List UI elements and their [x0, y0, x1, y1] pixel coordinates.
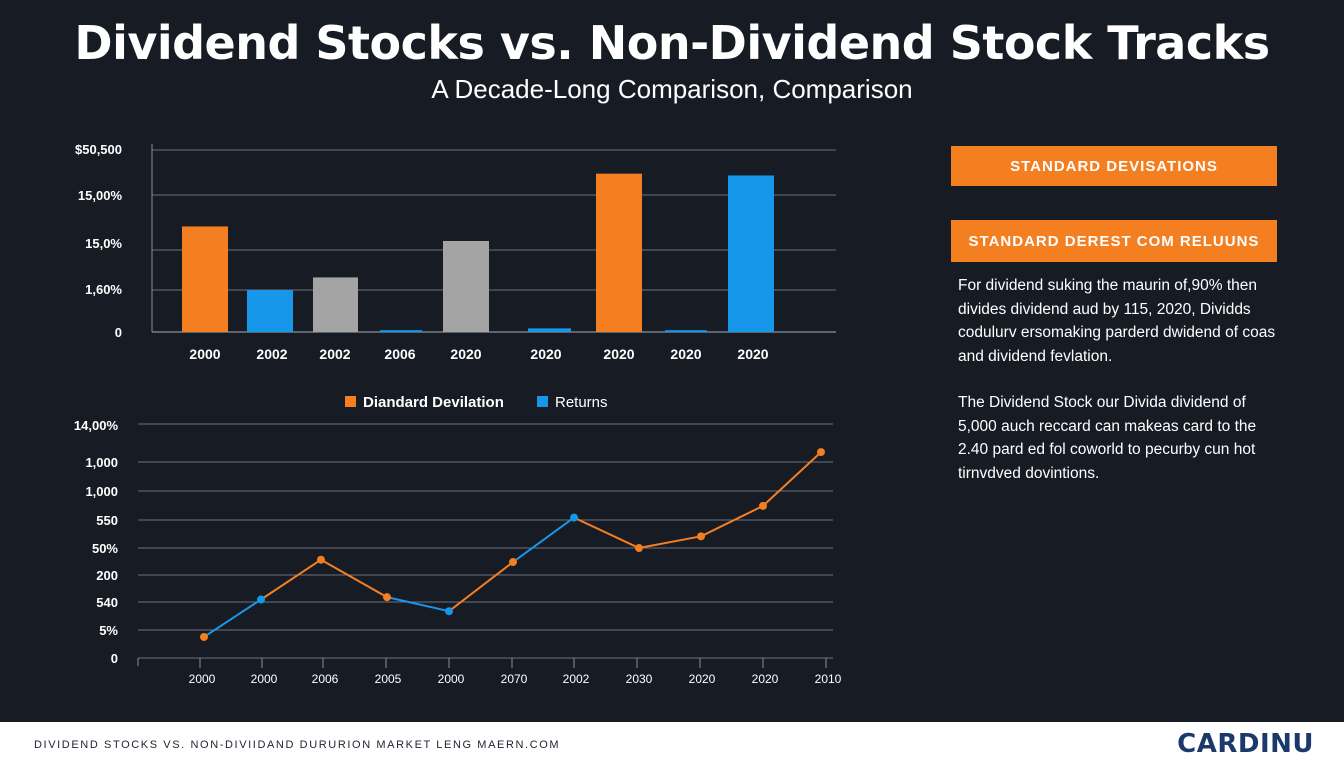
legend-label-2: Returns	[555, 394, 608, 411]
line-x-tick-label: 2000	[189, 672, 216, 686]
line-segment-6	[512, 516, 575, 563]
line-y-tick-label: 1,000	[85, 484, 118, 499]
line-y-tick-label: 1,000	[85, 455, 118, 470]
footer-bar: DIVIDEND STOCKS VS. NON-DIVIIDAND DURURI…	[0, 722, 1344, 768]
line-x-tick-label: 2070	[501, 672, 528, 686]
line-x-tick-label: 2002	[563, 672, 590, 686]
line-y-tick-label: 540	[96, 595, 118, 610]
line-y-tick-label: 200	[96, 568, 118, 583]
legend-swatch-1	[345, 396, 356, 407]
line-point-2	[257, 595, 265, 604]
line-x-tick-label: 2010	[815, 672, 842, 686]
line-y-tick-label: 14,00%	[74, 418, 119, 433]
line-point-4	[383, 593, 391, 602]
legend-swatch-2	[537, 396, 548, 407]
line-point-3	[317, 555, 325, 564]
bar-2	[247, 290, 293, 332]
line-x-tick-label: 2000	[438, 672, 465, 686]
bar-y-tick-label: $50,500	[75, 142, 122, 157]
line-segment-10	[762, 451, 822, 507]
line-point-6	[509, 558, 517, 567]
line-x-tick-label: 2030	[626, 672, 653, 686]
sidebar-paragraph-2: The Dividend Stock our Divida dividend o…	[958, 394, 1257, 482]
bar-7	[596, 173, 642, 332]
bar-x-tick-label: 2000	[189, 346, 220, 362]
bar-y-tick-label: 15,0%	[85, 236, 122, 251]
line-segment-2	[260, 558, 322, 601]
bar-x-tick-label: 2006	[384, 346, 415, 362]
bar-y-tick-label: 1,60%	[85, 282, 122, 297]
line-x-tick-label: 2006	[312, 672, 339, 686]
line-y-tick-label: 550	[96, 513, 118, 528]
line-point-5	[445, 607, 453, 616]
line-segment-5	[448, 561, 514, 612]
bar-x-tick-label: 2020	[530, 346, 561, 362]
line-segment-7	[573, 516, 640, 549]
bar-x-tick-label: 2002	[319, 346, 350, 362]
line-y-tick-label: 50%	[92, 541, 118, 556]
bar-x-tick-label: 2020	[737, 346, 768, 362]
chart-title: Dividend Stocks vs. Non-Dividend Stock T…	[74, 16, 1270, 70]
line-x-tick-label: 2020	[689, 672, 716, 686]
footer-logo: CARDINU	[1177, 729, 1314, 759]
line-y-tick-label: 0	[111, 651, 118, 666]
bar-x-tick-label: 2020	[603, 346, 634, 362]
bar-x-tick-label: 2020	[450, 346, 481, 362]
line-x-tick-label: 2020	[752, 672, 779, 686]
line-x-tick-label: 2005	[375, 672, 402, 686]
bar-x-tick-label: 2002	[256, 346, 287, 362]
line-y-tick-label: 5%	[99, 623, 118, 638]
chart-subtitle: A Decade-Long Comparison, Comparison	[431, 74, 913, 104]
line-point-11	[817, 448, 825, 457]
line-segment-3	[320, 558, 388, 599]
line-x-tick-label: 2000	[251, 672, 278, 686]
bar-8	[665, 330, 707, 333]
line-point-10	[759, 501, 767, 510]
line-segment-4	[386, 596, 450, 613]
bar-5	[443, 241, 489, 332]
bar-9	[728, 175, 774, 332]
bar-y-tick-label: 0	[115, 325, 122, 340]
bar-1	[182, 226, 228, 332]
bar-6	[528, 328, 571, 332]
footer-text: DIVIDEND STOCKS VS. NON-DIVIIDAND DURURI…	[34, 739, 561, 751]
line-point-9	[697, 532, 705, 541]
bar-y-tick-label: 15,00%	[78, 188, 123, 203]
line-point-7	[570, 513, 578, 522]
bar-3	[313, 277, 358, 332]
line-point-1	[200, 632, 208, 641]
line-segment-8	[638, 535, 702, 550]
line-segment-9	[700, 505, 764, 538]
sidebar-header-standard-deviations: STANDARD DEVISATIONS	[951, 146, 1277, 186]
bar-4	[380, 330, 422, 333]
bar-x-tick-label: 2020	[670, 346, 701, 362]
legend-label-1: Diandard Devilation	[363, 394, 504, 411]
sidebar-header-returns: STANDARD DEREST COM RELUUNS	[951, 220, 1277, 262]
line-point-8	[635, 544, 643, 553]
line-segment-1	[203, 598, 262, 638]
sidebar-paragraph-1: For dividend suking the maurin of,90% th…	[958, 277, 1276, 365]
